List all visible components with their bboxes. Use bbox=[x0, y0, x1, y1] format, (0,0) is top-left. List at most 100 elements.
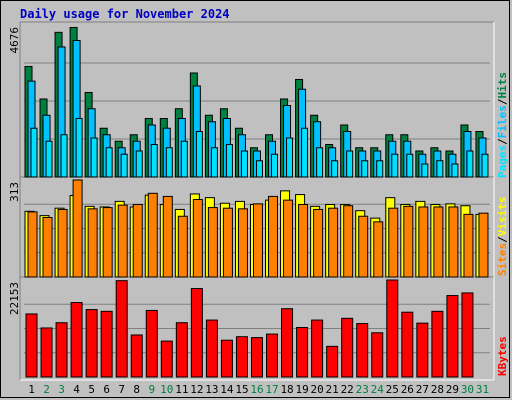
pages-bar-6 bbox=[105, 147, 113, 178]
kbytes-bar-16 bbox=[250, 337, 263, 378]
sites-bar-8 bbox=[132, 203, 143, 278]
day-label-27: 27 bbox=[416, 383, 429, 396]
pages-bar-7 bbox=[120, 153, 128, 178]
legend-kbytes-part-1: KBytes bbox=[496, 336, 509, 376]
sites-bar-9 bbox=[147, 192, 158, 278]
kbytes-bar-18 bbox=[281, 308, 294, 378]
day-label-8: 8 bbox=[133, 383, 140, 396]
kbytes-bar-8 bbox=[130, 334, 143, 378]
day-label-13: 13 bbox=[205, 383, 218, 396]
kbytes-bar-28 bbox=[431, 310, 444, 378]
sites-bar-14 bbox=[222, 207, 233, 278]
pages-bar-18 bbox=[286, 137, 294, 178]
day-label-3: 3 bbox=[58, 383, 65, 396]
day-label-17: 17 bbox=[265, 383, 278, 396]
pages-bar-27 bbox=[421, 163, 429, 178]
legend-pages-files-hits-part-5: Hits bbox=[496, 72, 509, 99]
day-label-21: 21 bbox=[326, 383, 339, 396]
day-label-29: 29 bbox=[446, 383, 459, 396]
sites-bar-4 bbox=[72, 179, 83, 278]
legend-pages-files-hits-part-1: Pages bbox=[496, 145, 509, 178]
kbytes-bar-2 bbox=[40, 327, 53, 378]
day-label-25: 25 bbox=[386, 383, 399, 396]
pages-bar-1 bbox=[30, 127, 38, 178]
pages-bar-19 bbox=[301, 127, 309, 178]
panel-3-ymax-label: 22153 bbox=[8, 282, 21, 315]
pages-bar-23 bbox=[361, 160, 369, 178]
sites-bar-2 bbox=[42, 216, 53, 278]
kbytes-bar-4 bbox=[70, 302, 83, 378]
kbytes-bar-24 bbox=[371, 332, 384, 378]
pages-bar-29 bbox=[451, 163, 459, 178]
sites-bar-6 bbox=[102, 207, 113, 278]
sites-bar-27 bbox=[418, 206, 429, 278]
day-label-22: 22 bbox=[341, 383, 354, 396]
pages-bar-11 bbox=[180, 140, 188, 178]
day-label-28: 28 bbox=[431, 383, 444, 396]
legend-pages-files-hits-part-2: / bbox=[496, 138, 509, 145]
kbytes-bar-19 bbox=[296, 327, 309, 378]
pages-bar-9 bbox=[150, 143, 158, 178]
kbytes-bar-13 bbox=[205, 319, 218, 378]
kbytes-bar-22 bbox=[341, 317, 354, 378]
sites-bar-5 bbox=[87, 208, 98, 278]
sites-bar-13 bbox=[207, 207, 218, 278]
pages-bar-31 bbox=[481, 153, 489, 178]
sites-bar-28 bbox=[433, 206, 444, 278]
sites-bar-23 bbox=[358, 215, 369, 278]
legend-pages-files-hits-part-4: / bbox=[496, 98, 509, 105]
pages-bar-25 bbox=[391, 153, 399, 178]
sites-bar-24 bbox=[373, 221, 384, 278]
pages-bar-12 bbox=[195, 130, 203, 178]
day-label-9: 9 bbox=[148, 383, 155, 396]
day-label-4: 4 bbox=[73, 383, 80, 396]
day-label-23: 23 bbox=[356, 383, 369, 396]
pages-bar-17 bbox=[271, 153, 279, 178]
pages-bar-8 bbox=[135, 150, 143, 178]
sites-bar-19 bbox=[298, 203, 309, 278]
sites-bar-15 bbox=[237, 208, 248, 278]
page-title: Daily usage for November 2024 bbox=[20, 7, 230, 21]
day-label-5: 5 bbox=[88, 383, 95, 396]
kbytes-bar-27 bbox=[416, 322, 429, 378]
pages-bar-20 bbox=[316, 147, 324, 178]
sites-bar-12 bbox=[192, 199, 203, 278]
sites-bar-29 bbox=[448, 206, 459, 278]
kbytes-bar-20 bbox=[311, 319, 324, 378]
kbytes-bar-25 bbox=[386, 279, 399, 378]
day-label-1: 1 bbox=[28, 383, 35, 396]
legend-kbytes: KBytes bbox=[496, 336, 509, 376]
panel-1-ymax-label: 4676 bbox=[8, 27, 21, 54]
legend-pages-files-hits: Pages/Files/Hits bbox=[496, 72, 509, 178]
sites-bar-17 bbox=[268, 195, 279, 278]
sites-bar-25 bbox=[388, 207, 399, 278]
day-label-24: 24 bbox=[371, 383, 385, 396]
pages-bar-21 bbox=[331, 160, 339, 178]
kbytes-bar-7 bbox=[115, 280, 128, 378]
pages-bar-30 bbox=[466, 150, 474, 178]
legend-sites-visits: Sites/Visits bbox=[496, 197, 509, 277]
kbytes-bar-26 bbox=[401, 311, 414, 378]
sites-bar-20 bbox=[313, 208, 324, 278]
sites-bar-30 bbox=[463, 213, 474, 278]
kbytes-bar-14 bbox=[220, 339, 233, 378]
kbytes-bar-1 bbox=[25, 313, 38, 378]
kbytes-bar-9 bbox=[145, 309, 158, 378]
kbytes-bar-23 bbox=[356, 323, 369, 378]
day-label-12: 12 bbox=[190, 383, 203, 396]
day-label-26: 26 bbox=[401, 383, 414, 396]
day-label-6: 6 bbox=[103, 383, 110, 396]
kbytes-bar-29 bbox=[446, 295, 459, 378]
day-label-20: 20 bbox=[311, 383, 324, 396]
kbytes-bar-11 bbox=[175, 322, 188, 378]
pages-bar-5 bbox=[90, 137, 98, 178]
sites-bar-21 bbox=[328, 207, 339, 278]
sites-bar-11 bbox=[177, 215, 188, 278]
sites-bar-3 bbox=[57, 208, 68, 278]
day-label-30: 30 bbox=[461, 383, 474, 396]
sites-bar-18 bbox=[283, 199, 294, 278]
kbytes-bar-6 bbox=[100, 310, 113, 378]
kbytes-bar-15 bbox=[235, 336, 248, 378]
legend-sites-visits-part-1: Sites bbox=[496, 243, 509, 276]
